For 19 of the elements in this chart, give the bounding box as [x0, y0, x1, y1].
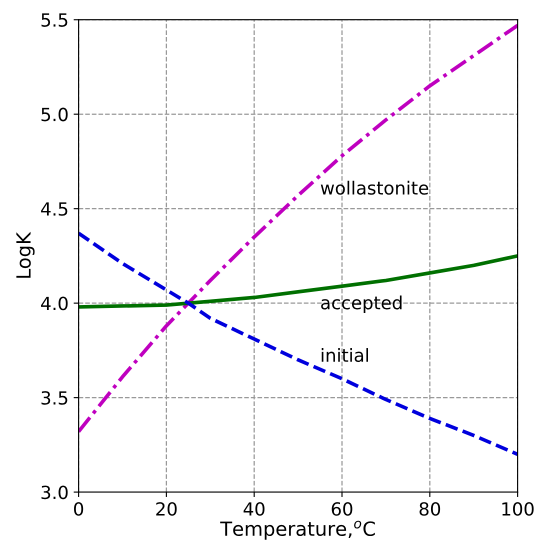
- y-axis-title: LogK: [16, 232, 35, 278]
- x-tick-label: 0: [74, 502, 84, 516]
- y-tick-label: 5.5: [42, 13, 68, 27]
- y-tick-label: 4.0: [41, 296, 68, 310]
- x-tick-label: 40: [244, 502, 264, 516]
- y-tick-label: 4.5: [41, 202, 68, 216]
- x-tick-label: 100: [502, 502, 534, 516]
- x-tick-label: 20: [156, 502, 177, 516]
- series-label: wollastonite: [320, 180, 428, 195]
- series-label: accepted: [321, 296, 402, 313]
- y-tick-label: 3.0: [42, 486, 68, 500]
- line-series: [78, 24, 518, 434]
- y-tick-label: 5.0: [42, 108, 68, 122]
- x-tick-label: 80: [420, 502, 440, 516]
- series-label: initial: [322, 348, 368, 362]
- x-axis-title: Temperature,$^{o}$C: [220, 520, 375, 540]
- y-tick-label: 3.5: [42, 391, 68, 405]
- x-tick-label: 60: [332, 502, 352, 516]
- line-series: [78, 231, 518, 456]
